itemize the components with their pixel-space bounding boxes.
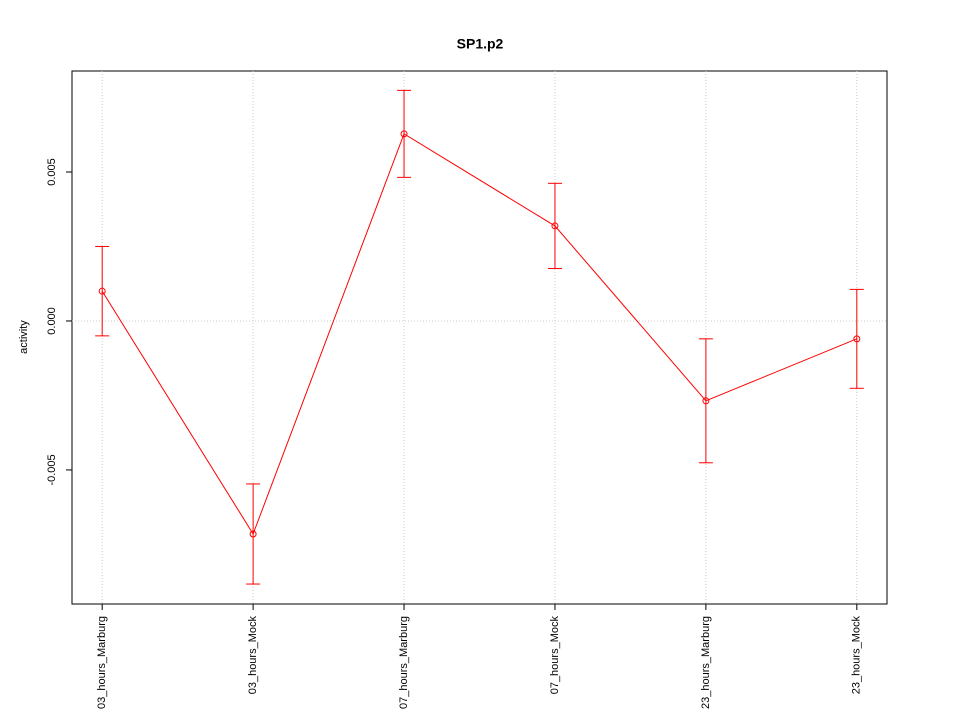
x-tick-label: 07_hours_Mock — [549, 616, 561, 695]
y-tick-label: 0.005 — [46, 158, 58, 186]
point — [98, 287, 106, 295]
point — [702, 397, 710, 405]
plot-frame — [71, 70, 888, 605]
point — [551, 222, 559, 230]
x-tick-label: 03_hours_Mock — [247, 616, 259, 695]
y-tick-label: -0.005 — [46, 454, 58, 485]
y-tick-label: 0.000 — [46, 307, 58, 335]
point — [853, 335, 861, 343]
x-tick-label: 23_hours_Marburg — [700, 616, 712, 709]
chart-title: SP1.p2 — [457, 36, 504, 52]
y-axis-label: activity — [18, 320, 30, 354]
x-tick-label: 23_hours_Mock — [851, 616, 863, 695]
x-tick-label: 03_hours_Marburg — [96, 616, 108, 709]
line — [101, 133, 858, 536]
point — [400, 130, 408, 138]
x-tick-label: 07_hours_Marburg — [398, 616, 410, 709]
point — [249, 530, 257, 538]
